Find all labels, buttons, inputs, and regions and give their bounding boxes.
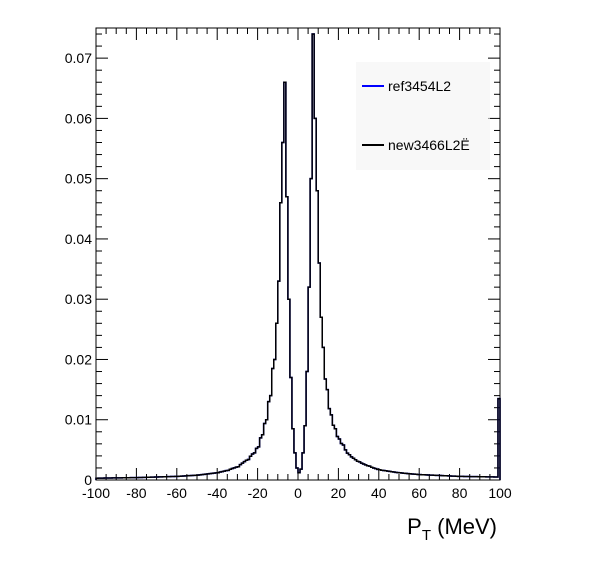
legend-box [356,62,490,170]
x-tick-label: -20 [247,485,267,501]
y-tick-label: 0.05 [65,171,92,187]
x-tick-label: -80 [126,485,146,501]
y-tick-label: 0.07 [65,50,92,66]
y-tick-label: 0.01 [65,412,92,428]
x-tick-label: 100 [488,485,512,501]
x-axis-title-unit: (MeV) [431,514,497,539]
x-tick-label: 60 [411,485,427,501]
legend-label-new: new3466L2Ë [388,137,470,153]
x-axis-title-main: P [407,514,422,539]
x-tick-label: 40 [371,485,387,501]
x-tick-label: 20 [331,485,347,501]
y-tick-label: 0.04 [65,231,92,247]
y-tick-label: 0.06 [65,110,92,126]
y-axis-ticks: 0 0.01 0.02 0.03 0.04 0.05 0.06 0.07 [65,33,500,488]
y-tick-label: 0 [84,472,92,488]
series-line-1 [95,33,501,480]
x-tick-label: -100 [82,485,110,501]
legend-label-ref: ref3454L2 [388,78,451,94]
x-axis-title: PT (MeV) [407,514,497,544]
y-tick-label: 0.02 [65,351,92,367]
x-tick-label: -60 [167,485,187,501]
x-axis-title-sub: T [422,527,431,544]
series-layer [95,33,501,480]
y-tick-label: 0.03 [65,291,92,307]
legend: ref3454L2 new3466L2Ë [356,62,490,170]
x-tick-label: 0 [294,485,302,501]
x-tick-label: -40 [207,485,227,501]
x-tick-label: 80 [452,485,468,501]
